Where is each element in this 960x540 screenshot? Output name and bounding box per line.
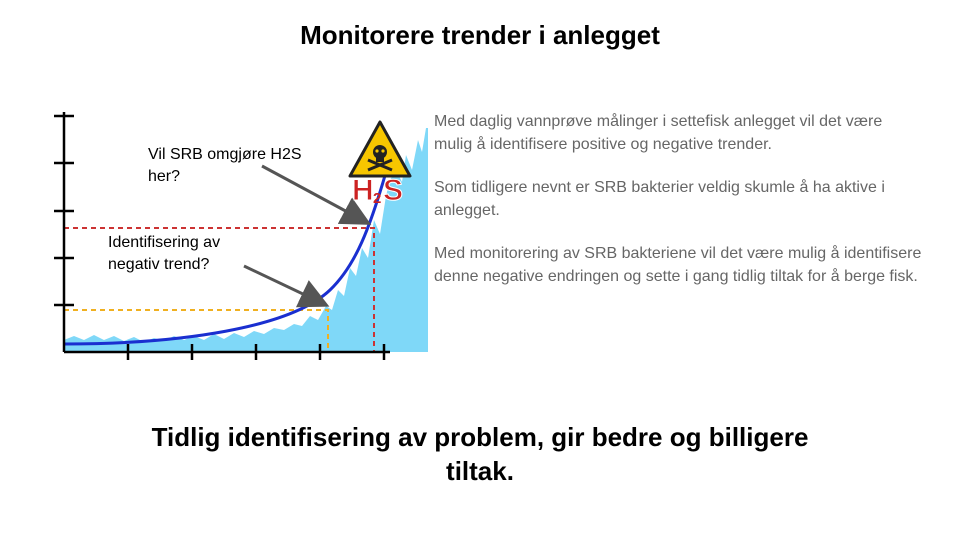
paragraph-daily-measurements: Med daglig vannprøve målinger i settefis… [434,113,883,153]
paragraph-monitoring: Med monitorering av SRB bakteriene vil d… [434,245,922,285]
h2s-label-s: S [383,174,403,207]
explanation-panel: Med daglig vannprøve målinger i settefis… [434,110,924,308]
hazard-warning-icon [348,120,412,178]
callout-arrow-trend [243,264,330,308]
callout-h2s-question: Vil SRB omgjøre H2S her? [148,146,302,185]
threshold-low-line [64,309,329,352]
chart-axes [54,112,390,360]
slide-title: Monitorere trender i anlegget [300,20,660,50]
callout-negative-trend: Identifisering av negativ trend? [108,234,221,273]
trend-diagram: H 2 S Vil SRB omgjøre H2S her? Identifis… [40,100,430,380]
measurement-area [64,128,428,352]
conclusion-statement: Tidlig identifisering av problem, gir be… [151,422,809,486]
h2s-label: H [352,174,374,207]
h2s-subscript: 2 [373,190,381,207]
trend-diagram-graphic: H 2 S [54,112,428,360]
callout-arrow-h2s [261,164,372,225]
threshold-high-line [64,227,375,352]
paragraph-srb-danger: Som tidligere nevnt er SRB bakterier vel… [434,179,885,219]
